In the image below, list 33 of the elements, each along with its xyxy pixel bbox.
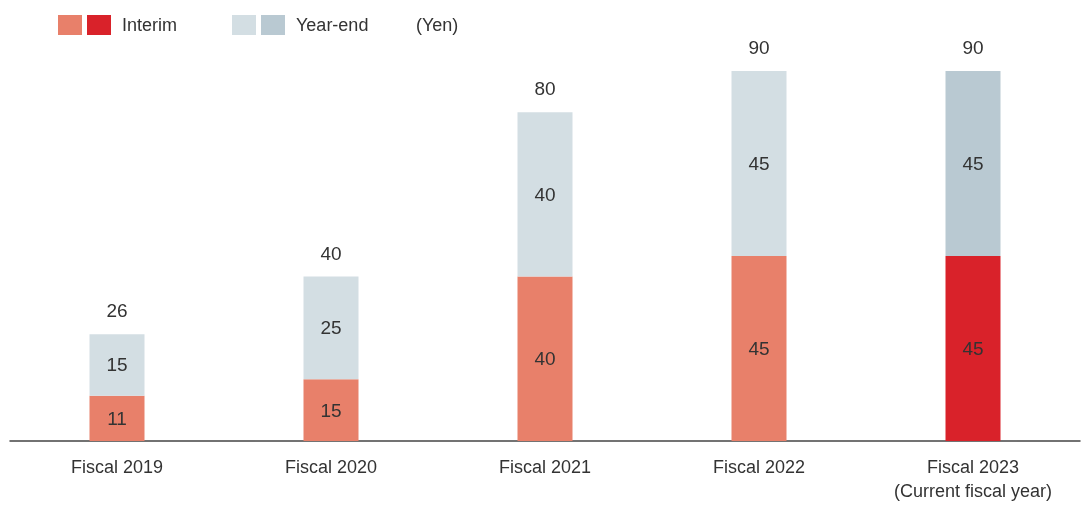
data-label: 45 <box>962 338 984 360</box>
data-label: 11 <box>107 407 127 429</box>
bar <box>517 276 573 441</box>
total-label: 80 <box>534 78 556 100</box>
data-label: 45 <box>748 338 770 360</box>
total-label: 40 <box>320 242 342 264</box>
bar <box>303 379 359 441</box>
bar <box>731 71 787 257</box>
bar <box>731 256 787 441</box>
x-tick-label: Fiscal 2021 <box>498 457 592 477</box>
x-tick-label: Fiscal 2022 <box>712 457 806 477</box>
data-label: 15 <box>320 399 342 421</box>
y-axis-title: (Yen) <box>416 15 459 35</box>
data-label: 45 <box>962 153 984 175</box>
legend-label: Interim <box>122 15 178 35</box>
legend-label: Year-end <box>296 15 369 35</box>
total-label: 26 <box>106 300 128 322</box>
total-label: 90 <box>962 37 984 59</box>
data-label: 40 <box>534 183 556 205</box>
bar <box>89 395 145 441</box>
x-tick-label: Fiscal 2019 <box>70 457 164 477</box>
bar <box>89 334 145 396</box>
data-label: 25 <box>320 317 342 339</box>
bar <box>945 71 1001 257</box>
data-label: 40 <box>534 348 556 370</box>
total-label: 90 <box>748 37 770 59</box>
bar <box>517 112 573 277</box>
x-tick-label: Fiscal 2023 (Current fiscal year) <box>893 457 1053 501</box>
bar <box>945 256 1001 441</box>
data-label: 15 <box>106 354 128 376</box>
data-label: 45 <box>748 153 770 175</box>
x-tick-label: Fiscal 2020 <box>284 457 378 477</box>
bar <box>303 276 359 380</box>
